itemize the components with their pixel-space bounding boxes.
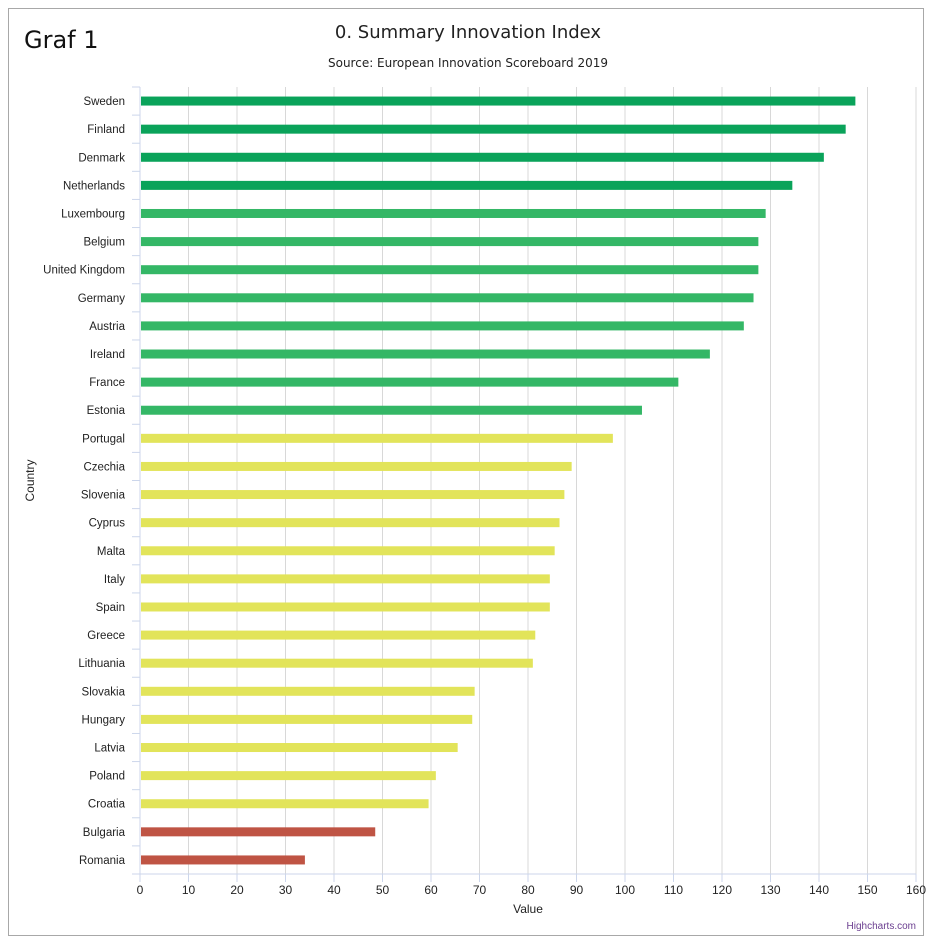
y-tick-label: Croatia xyxy=(88,799,126,811)
bar[interactable] xyxy=(141,180,793,190)
x-tick-label: 140 xyxy=(809,883,829,897)
y-tick-label: Bulgaria xyxy=(83,827,126,839)
bar[interactable] xyxy=(141,124,846,134)
country-labels: Sweden Finland Denmark Netherlands Luxembour… xyxy=(43,86,140,875)
bar[interactable] xyxy=(141,799,429,809)
y-tick-label: Czechia xyxy=(83,461,125,473)
x-tick-label: 80 xyxy=(521,883,535,897)
bar[interactable] xyxy=(141,293,754,303)
x-tick-label: 60 xyxy=(424,883,438,897)
y-tick-label: Poland xyxy=(89,771,125,783)
bar[interactable] xyxy=(141,630,536,640)
y-tick-label: United Kingdom xyxy=(43,265,125,277)
bar[interactable] xyxy=(141,265,759,275)
y-tick-label: Germany xyxy=(78,293,126,305)
y-tick-label: Belgium xyxy=(83,237,125,249)
y-tick-label: Denmark xyxy=(78,152,125,164)
x-tick-label: 0 xyxy=(137,883,144,897)
y-tick-label: Austria xyxy=(89,321,125,333)
bar[interactable] xyxy=(141,771,436,781)
bar[interactable] xyxy=(141,349,710,359)
value-axis-title: Value xyxy=(513,902,543,916)
x-tick-label: 90 xyxy=(570,883,584,897)
y-tick-label: Greece xyxy=(87,630,125,642)
bar[interactable] xyxy=(141,433,613,443)
y-tick-label: Malta xyxy=(97,546,126,558)
corner-label: Graf 1 xyxy=(24,26,99,54)
y-tick-label: Slovakia xyxy=(82,686,126,698)
bar[interactable] xyxy=(141,461,572,471)
category-axis-title: Country xyxy=(23,459,37,501)
x-tick-label: 130 xyxy=(760,883,780,897)
chart-title: 0. Summary Innovation Index xyxy=(334,22,602,43)
y-tick-label: France xyxy=(89,377,125,389)
y-tick-label: Spain xyxy=(96,602,125,614)
bar[interactable] xyxy=(141,602,550,612)
bar[interactable] xyxy=(141,237,759,247)
bar-series xyxy=(141,96,856,865)
highcharts-credit[interactable]: Highcharts.com xyxy=(846,921,916,932)
bar[interactable] xyxy=(141,96,856,106)
bar[interactable] xyxy=(141,546,555,556)
bar[interactable] xyxy=(141,377,679,387)
x-tick-label: 150 xyxy=(857,883,877,897)
x-tick-label: 100 xyxy=(615,883,635,897)
grid-lines xyxy=(188,87,917,874)
y-tick-label: Lithuania xyxy=(78,658,125,670)
y-tick-label: Portugal xyxy=(82,433,125,445)
bar[interactable] xyxy=(141,490,565,500)
y-tick-label: Hungary xyxy=(82,714,126,726)
y-tick-label: Estonia xyxy=(87,405,126,417)
y-tick-label: Netherlands xyxy=(63,180,125,192)
bar[interactable] xyxy=(141,518,560,528)
bar[interactable] xyxy=(141,686,475,696)
y-tick-label: Ireland xyxy=(90,349,125,361)
bar[interactable] xyxy=(141,321,744,331)
y-tick-label: Luxembourg xyxy=(61,208,125,220)
x-tick-label: 40 xyxy=(327,883,341,897)
bar[interactable] xyxy=(141,714,473,724)
x-tick-label: 30 xyxy=(279,883,293,897)
x-tick-label: 70 xyxy=(473,883,487,897)
y-tick-label: Latvia xyxy=(94,743,125,755)
y-tick-label: Finland xyxy=(87,124,125,136)
y-tick-label: Italy xyxy=(104,574,125,586)
y-tick-label: Slovenia xyxy=(81,490,126,502)
y-tick-label: Sweden xyxy=(83,96,125,108)
bar[interactable] xyxy=(141,208,766,218)
x-tick-label: 160 xyxy=(906,883,926,897)
x-tick-label: 10 xyxy=(182,883,196,897)
y-tick-label: Romania xyxy=(79,855,126,867)
bar[interactable] xyxy=(141,658,533,668)
value-tick-labels: 0 10 20 30 40 50 60 70 80 90 100 110 120 130 140 150 160 xyxy=(137,874,926,897)
bar[interactable] xyxy=(141,743,458,753)
bar[interactable] xyxy=(141,405,642,415)
x-tick-label: 50 xyxy=(376,883,390,897)
bar[interactable] xyxy=(141,827,376,837)
chart-frame xyxy=(8,8,924,936)
bar[interactable] xyxy=(141,574,550,584)
x-tick-label: 110 xyxy=(664,883,683,897)
chart-subtitle: Source: European Innovation Scoreboard 2… xyxy=(327,56,608,70)
bar[interactable] xyxy=(141,152,824,162)
bar[interactable] xyxy=(141,855,305,865)
x-tick-label: 120 xyxy=(712,883,732,897)
y-tick-label: Cyprus xyxy=(89,518,126,530)
x-tick-label: 20 xyxy=(230,883,244,897)
